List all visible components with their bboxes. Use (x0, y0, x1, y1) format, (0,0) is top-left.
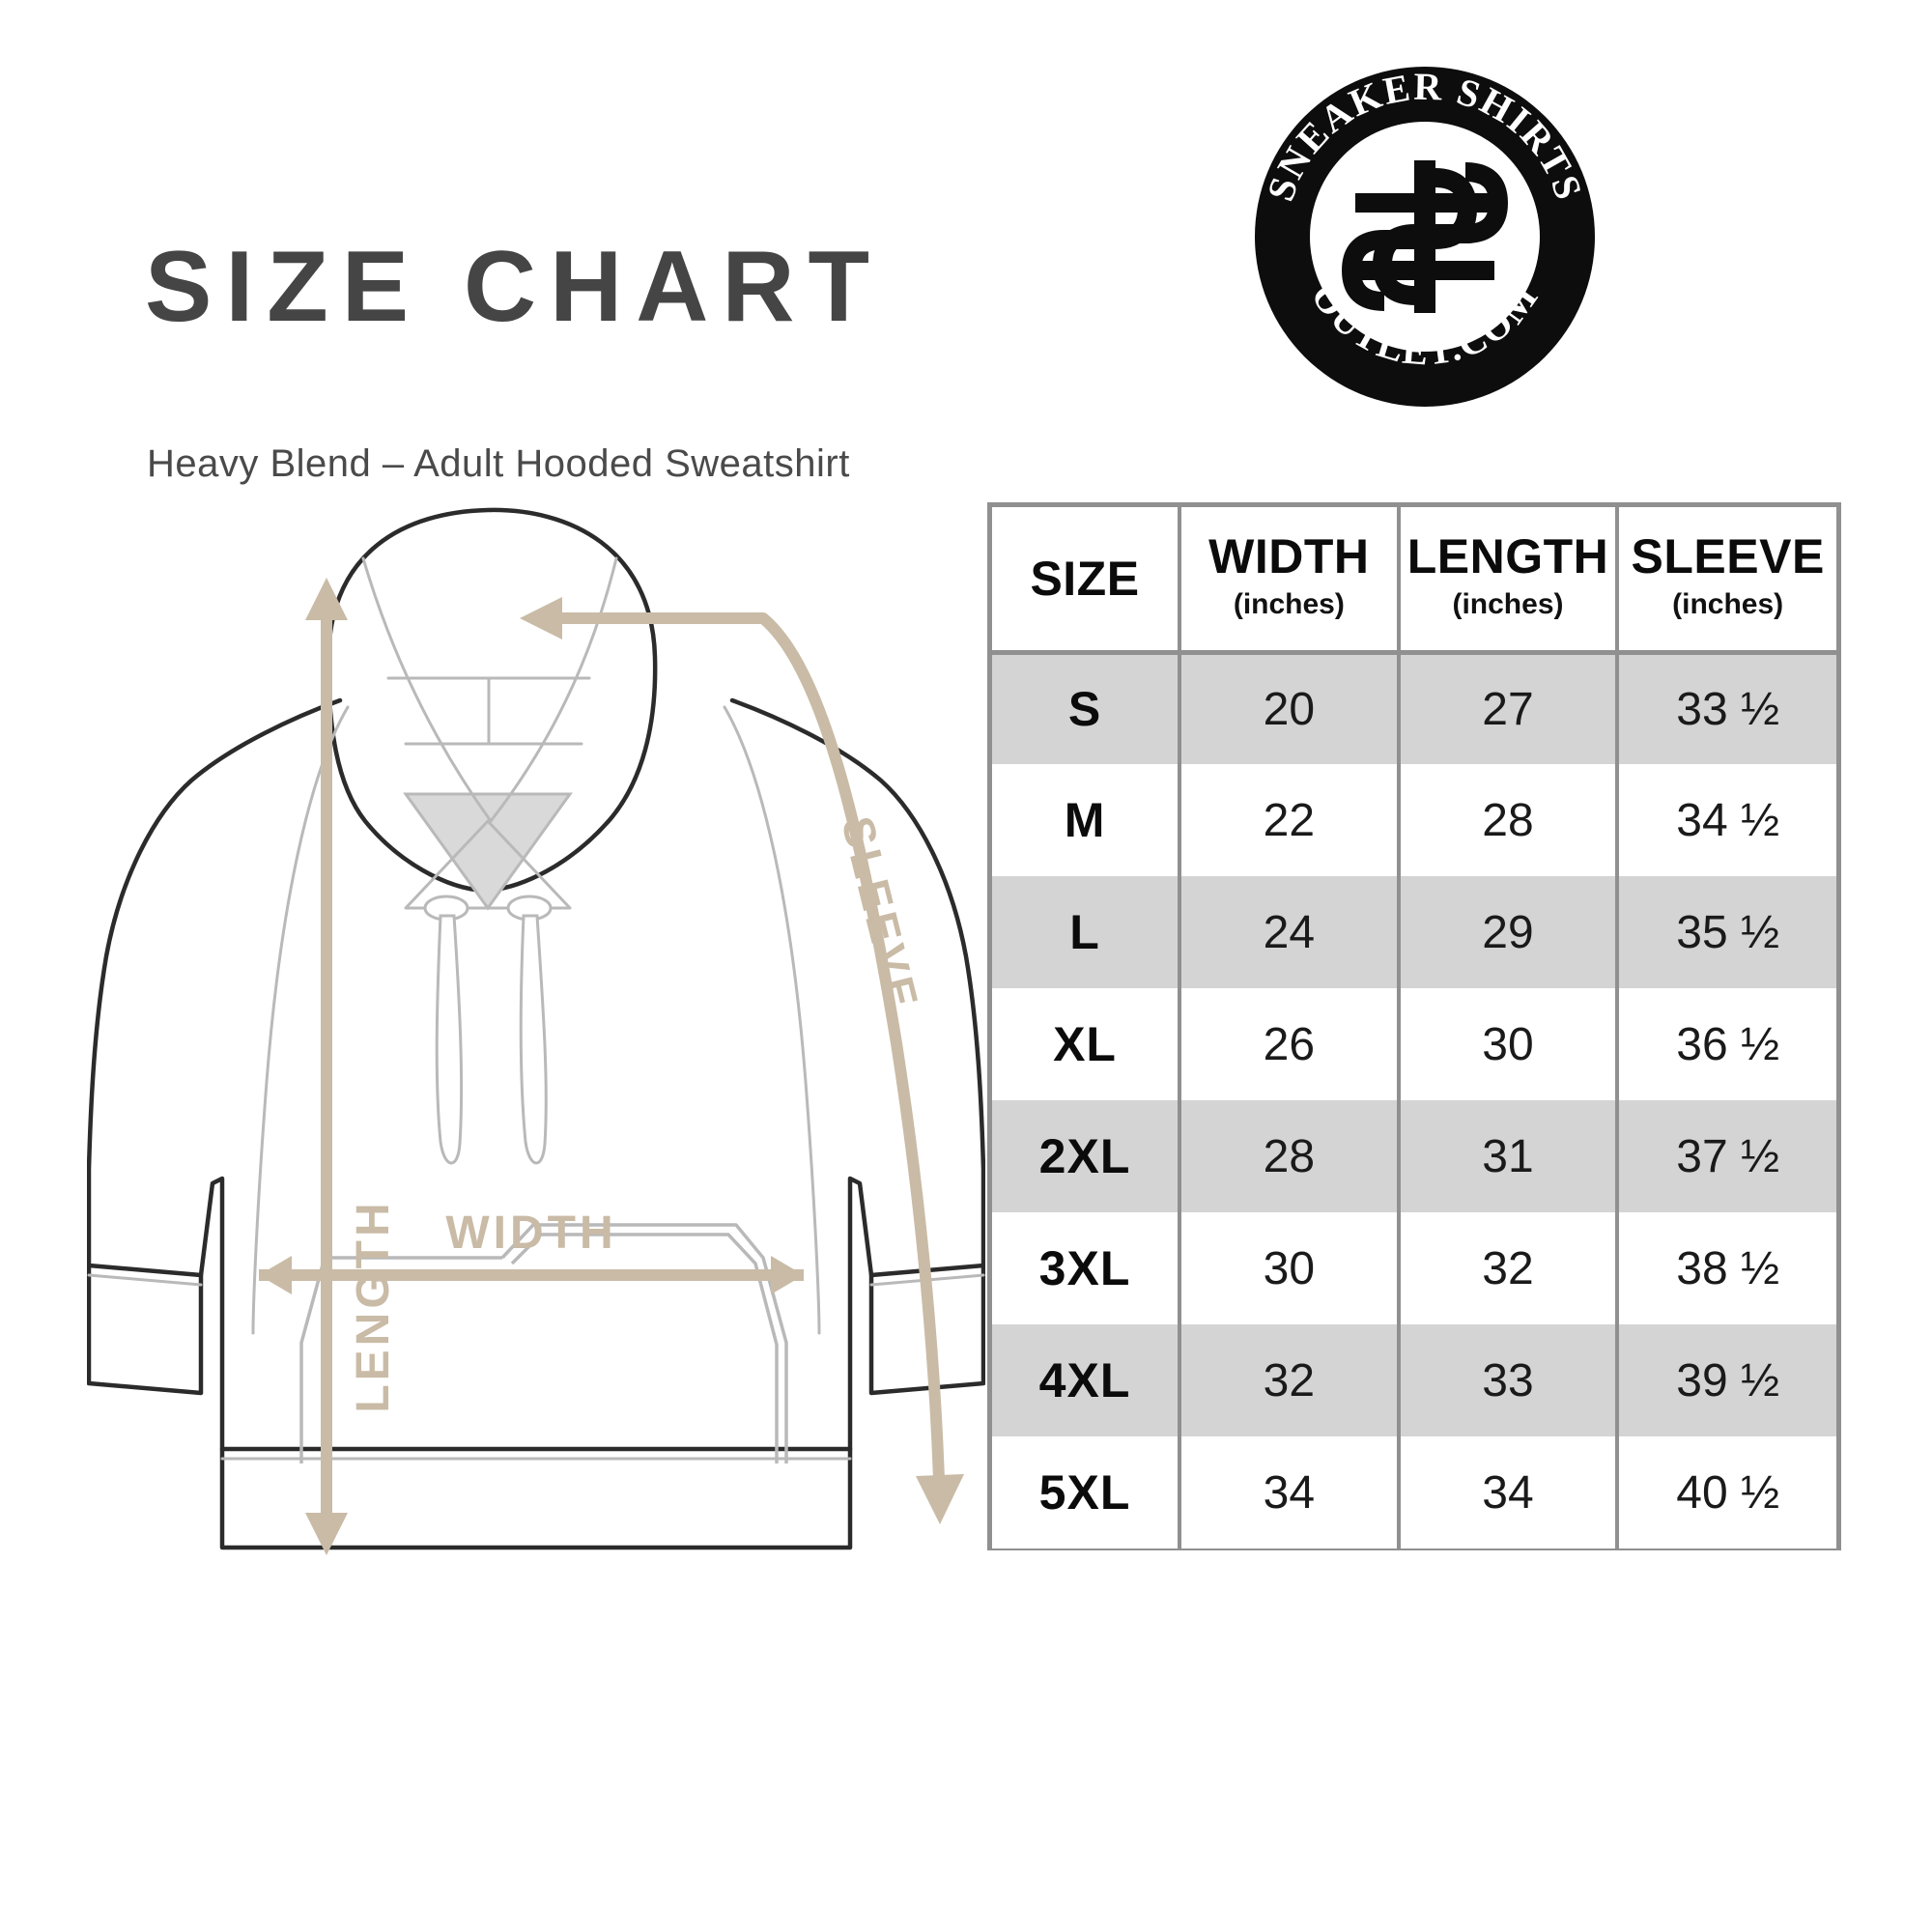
pocket-inner-line (510, 1233, 779, 1463)
cell-sleeve: 40 ½ (1615, 1436, 1836, 1548)
column-header-length-unit: (inches) (1452, 587, 1564, 620)
drawstring-left (435, 914, 464, 1165)
cell-size: L (992, 876, 1182, 988)
column-header-length-main: LENGTH (1406, 529, 1609, 583)
table-row: 4XL 32 33 39 ½ (992, 1324, 1836, 1436)
column-header-sleeve-unit: (inches) (1672, 587, 1784, 620)
table-body: S 20 27 33 ½ M 22 28 34 ½ L 24 29 35 ½ (992, 652, 1836, 1548)
left-cuff-seam (87, 1273, 203, 1287)
cell-sleeve: 35 ½ (1615, 876, 1836, 988)
body-outline (87, 697, 985, 1452)
width-arrowhead-right-icon (771, 1256, 804, 1294)
right-shoulder-seam (723, 705, 821, 1335)
cell-size: 2XL (992, 1100, 1182, 1212)
pocket-outline-left (299, 1256, 502, 1463)
hood-inner-shade (403, 792, 573, 911)
cell-sleeve: 33 ½ (1615, 652, 1836, 764)
width-label: WIDTH (445, 1208, 616, 1259)
measurement-guides: WIDTH LENGTH SLEEVE (259, 578, 964, 1555)
width-measure: WIDTH (259, 1208, 804, 1294)
cell-size: M (992, 764, 1182, 876)
table-row: M 22 28 34 ½ (992, 764, 1836, 876)
cell-sleeve: 34 ½ (1615, 764, 1836, 876)
cell-size: 5XL (992, 1436, 1182, 1548)
table-row: L 24 29 35 ½ (992, 876, 1836, 988)
cell-width: 26 (1178, 988, 1401, 1100)
column-header-size: SIZE (992, 507, 1182, 655)
width-arrowhead-left-icon (259, 1256, 292, 1294)
table-header: SIZE WIDTH (inches) LENGTH (inches) SLEE… (992, 507, 1836, 655)
cell-sleeve: 39 ½ (1615, 1324, 1836, 1436)
cell-length: 27 (1396, 652, 1620, 764)
column-header-width-main: WIDTH (1208, 529, 1370, 583)
cell-size: S (992, 652, 1182, 764)
cell-length: 32 (1396, 1212, 1620, 1324)
sleeve-arrow-line (541, 612, 945, 1481)
column-header-length: LENGTH (inches) (1396, 507, 1620, 655)
column-header-size-main: SIZE (1030, 551, 1140, 606)
cell-size: 3XL (992, 1212, 1182, 1324)
table-header-row: SIZE WIDTH (inches) LENGTH (inches) SLEE… (992, 507, 1836, 655)
cell-length: 31 (1396, 1100, 1620, 1212)
column-header-width: WIDTH (inches) (1178, 507, 1401, 655)
size-table-container: SIZE WIDTH (inches) LENGTH (inches) SLEE… (987, 502, 1841, 1550)
sleeve-label: SLEEVE (832, 811, 928, 1016)
length-arrowhead-top-icon (305, 578, 348, 620)
hem-band (219, 1446, 853, 1550)
table-row: 2XL 28 31 37 ½ (992, 1100, 1836, 1212)
hood-vee (404, 819, 572, 910)
brand-logo: SNEAKER SHIRTS OUTLET.COM (1241, 58, 1608, 415)
sleeve-arrowhead-end-icon (916, 1474, 964, 1524)
cell-sleeve: 36 ½ (1615, 988, 1836, 1100)
cell-length: 28 (1396, 764, 1620, 876)
sleeve-measure: SLEEVE (520, 597, 964, 1524)
cell-width: 22 (1178, 764, 1401, 876)
column-header-sleeve: SLEEVE (inches) (1615, 507, 1836, 655)
length-measure: LENGTH (305, 578, 399, 1555)
table-row: XL 26 30 36 ½ (992, 988, 1836, 1100)
hood-seam-right (489, 556, 618, 823)
cell-width: 34 (1178, 1436, 1401, 1548)
right-cuff (868, 1263, 985, 1396)
cell-width: 32 (1178, 1324, 1401, 1436)
sleeve-arrowhead-start-icon (520, 597, 562, 639)
cell-length: 34 (1396, 1436, 1620, 1548)
left-cuff (87, 1263, 204, 1396)
left-shoulder-seam (251, 705, 350, 1335)
cell-length: 33 (1396, 1324, 1620, 1436)
product-subtitle: Heavy Blend – Adult Hooded Sweatshirt (147, 442, 850, 485)
length-label: LENGTH (348, 1199, 399, 1412)
logo-monogram-icon (1341, 160, 1509, 313)
cell-sleeve: 37 ½ (1615, 1100, 1836, 1212)
table-row: 3XL 30 32 38 ½ (992, 1212, 1836, 1324)
cell-size: 4XL (992, 1324, 1182, 1436)
table-row: S 20 27 33 ½ (992, 652, 1836, 764)
cell-width: 30 (1178, 1212, 1401, 1324)
drawstring-right (519, 914, 548, 1165)
size-table: SIZE WIDTH (inches) LENGTH (inches) SLEE… (992, 507, 1836, 1548)
cell-size: XL (992, 988, 1182, 1100)
hoodie-diagram: WIDTH LENGTH SLEEVE (87, 502, 985, 1594)
cell-width: 20 (1178, 652, 1401, 764)
hood-seam-left (361, 556, 493, 823)
length-arrowhead-bottom-icon (305, 1513, 348, 1555)
cell-width: 28 (1178, 1100, 1401, 1212)
column-header-width-unit: (inches) (1233, 587, 1345, 620)
hood-outline (326, 507, 658, 894)
cell-width: 24 (1178, 876, 1401, 988)
drawstrings (423, 895, 553, 1165)
cell-length: 29 (1396, 876, 1620, 988)
column-header-sleeve-main: SLEEVE (1631, 529, 1825, 583)
table-row: 5XL 34 34 40 ½ (992, 1436, 1836, 1548)
cell-sleeve: 38 ½ (1615, 1212, 1836, 1324)
cell-length: 30 (1396, 988, 1620, 1100)
pocket-outline (500, 1223, 788, 1463)
page-title: SIZE CHART (145, 231, 883, 343)
